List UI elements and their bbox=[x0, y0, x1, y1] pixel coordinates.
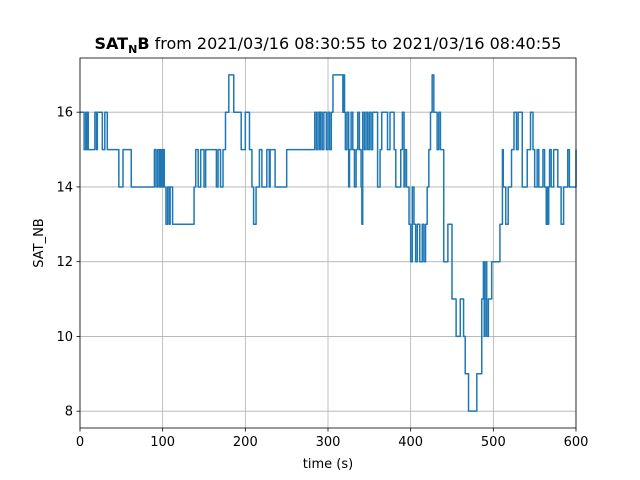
x-tick-label: 100 bbox=[150, 435, 175, 450]
x-tick-label: 500 bbox=[481, 435, 506, 450]
chart-title-main: SAT bbox=[95, 34, 129, 53]
x-tick-label: 200 bbox=[233, 435, 258, 450]
x-tick-label: 300 bbox=[316, 435, 341, 450]
chart-title-rest: from 2021/03/16 08:30:55 to 2021/03/16 0… bbox=[150, 34, 562, 53]
x-axis: 0 100 200 300 400 500 600 bbox=[76, 428, 589, 450]
x-tick-label: 400 bbox=[398, 435, 423, 450]
x-axis-label: time (s) bbox=[303, 457, 353, 472]
y-tick-label: 14 bbox=[56, 180, 73, 195]
y-tick-label: 8 bbox=[65, 405, 73, 420]
y-tick-label: 10 bbox=[56, 330, 73, 345]
series-line bbox=[80, 74, 577, 412]
chart-title-b: B bbox=[137, 34, 149, 53]
chart-title: SATNB from 2021/03/16 08:30:55 to 2021/0… bbox=[95, 34, 562, 56]
y-axis-label: SAT_NB bbox=[32, 218, 47, 267]
chart-title-subscript: N bbox=[128, 43, 137, 56]
y-axis: 8 10 12 14 16 bbox=[56, 106, 80, 420]
y-tick-label: 12 bbox=[56, 255, 73, 270]
x-tick-label: 0 bbox=[76, 435, 84, 450]
y-tick-label: 16 bbox=[56, 106, 73, 121]
x-tick-label: 600 bbox=[564, 435, 589, 450]
